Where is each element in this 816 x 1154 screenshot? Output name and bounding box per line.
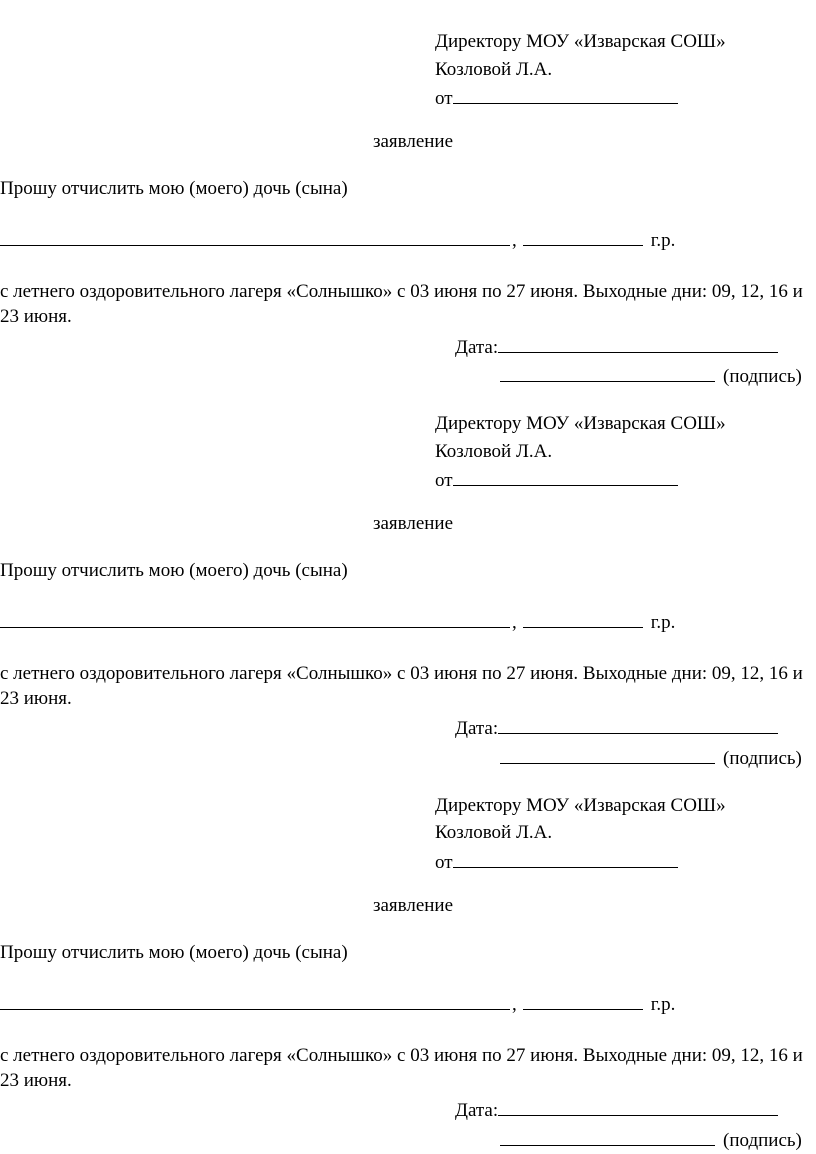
- from-line: от: [435, 849, 816, 876]
- title: заявление: [0, 130, 816, 155]
- camp-text: с летнего оздоровительного лагеря «Солны…: [0, 662, 806, 711]
- header-section: Директору МОУ «Изварская СОШ» Козловой Л…: [435, 794, 816, 876]
- header-section: Директору МОУ «Изварская СОШ» Козловой Л…: [435, 412, 816, 494]
- name-year-line: , г.р.: [0, 991, 806, 1018]
- from-label: от: [435, 87, 453, 112]
- recipient-line-1: Директору МОУ «Изварская СОШ»: [435, 30, 816, 55]
- body-section: Прошу отчислить мою (моего) дочь (сына) …: [0, 177, 816, 390]
- year-suffix: г.р.: [651, 229, 676, 254]
- recipient-line-1: Директору МОУ «Изварская СОШ»: [435, 412, 816, 437]
- from-blank: [453, 849, 678, 868]
- comma: ,: [512, 993, 517, 1018]
- application-form-2: Директору МОУ «Изварская СОШ» Козловой Л…: [0, 412, 816, 772]
- date-label: Дата:: [455, 1099, 498, 1124]
- signature-blank: [500, 363, 715, 382]
- name-year-line: , г.р.: [0, 609, 806, 636]
- date-section: Дата:: [455, 715, 806, 742]
- application-form-1: Директору МОУ «Изварская СОШ» Козловой Л…: [0, 30, 816, 390]
- date-label: Дата:: [455, 717, 498, 742]
- year-blank: [523, 609, 643, 628]
- signature-section: (подпись): [500, 745, 806, 772]
- date-blank: [498, 334, 778, 353]
- request-line: Прошу отчислить мою (моего) дочь (сына): [0, 559, 806, 584]
- name-blank: [0, 227, 510, 246]
- from-line: от: [435, 467, 816, 494]
- signature-blank: [500, 745, 715, 764]
- comma: ,: [512, 611, 517, 636]
- date-label: Дата:: [455, 336, 498, 361]
- from-line: от: [435, 85, 816, 112]
- title: заявление: [0, 512, 816, 537]
- date-blank: [498, 1097, 778, 1116]
- year-blank: [523, 227, 643, 246]
- title: заявление: [0, 894, 816, 919]
- date-section: Дата:: [455, 334, 806, 361]
- recipient-line-1: Директору МОУ «Изварская СОШ»: [435, 794, 816, 819]
- signature-blank: [500, 1127, 715, 1146]
- comma: ,: [512, 229, 517, 254]
- from-blank: [453, 467, 678, 486]
- from-label: от: [435, 851, 453, 876]
- signature-label: (подпись): [723, 1129, 802, 1154]
- recipient-line-2: Козловой Л.А.: [435, 821, 816, 846]
- year-blank: [523, 991, 643, 1010]
- name-blank: [0, 991, 510, 1010]
- header-section: Директору МОУ «Изварская СОШ» Козловой Л…: [435, 30, 816, 112]
- name-year-line: , г.р.: [0, 227, 806, 254]
- page: Директору МОУ «Изварская СОШ» Козловой Л…: [0, 0, 816, 1154]
- name-blank: [0, 609, 510, 628]
- body-section: Прошу отчислить мою (моего) дочь (сына) …: [0, 941, 816, 1154]
- camp-text: с летнего оздоровительного лагеря «Солны…: [0, 1044, 806, 1093]
- camp-text: с летнего оздоровительного лагеря «Солны…: [0, 280, 806, 329]
- recipient-line-2: Козловой Л.А.: [435, 58, 816, 83]
- application-form-3: Директору МОУ «Изварская СОШ» Козловой Л…: [0, 794, 816, 1154]
- signature-label: (подпись): [723, 365, 802, 390]
- date-blank: [498, 715, 778, 734]
- signature-label: (подпись): [723, 747, 802, 772]
- body-section: Прошу отчислить мою (моего) дочь (сына) …: [0, 559, 816, 772]
- request-line: Прошу отчислить мою (моего) дочь (сына): [0, 177, 806, 202]
- year-suffix: г.р.: [651, 611, 676, 636]
- signature-section: (подпись): [500, 363, 806, 390]
- recipient-line-2: Козловой Л.А.: [435, 440, 816, 465]
- date-section: Дата:: [455, 1097, 806, 1124]
- signature-section: (подпись): [500, 1127, 806, 1154]
- request-line: Прошу отчислить мою (моего) дочь (сына): [0, 941, 806, 966]
- from-label: от: [435, 469, 453, 494]
- from-blank: [453, 85, 678, 104]
- year-suffix: г.р.: [651, 993, 676, 1018]
